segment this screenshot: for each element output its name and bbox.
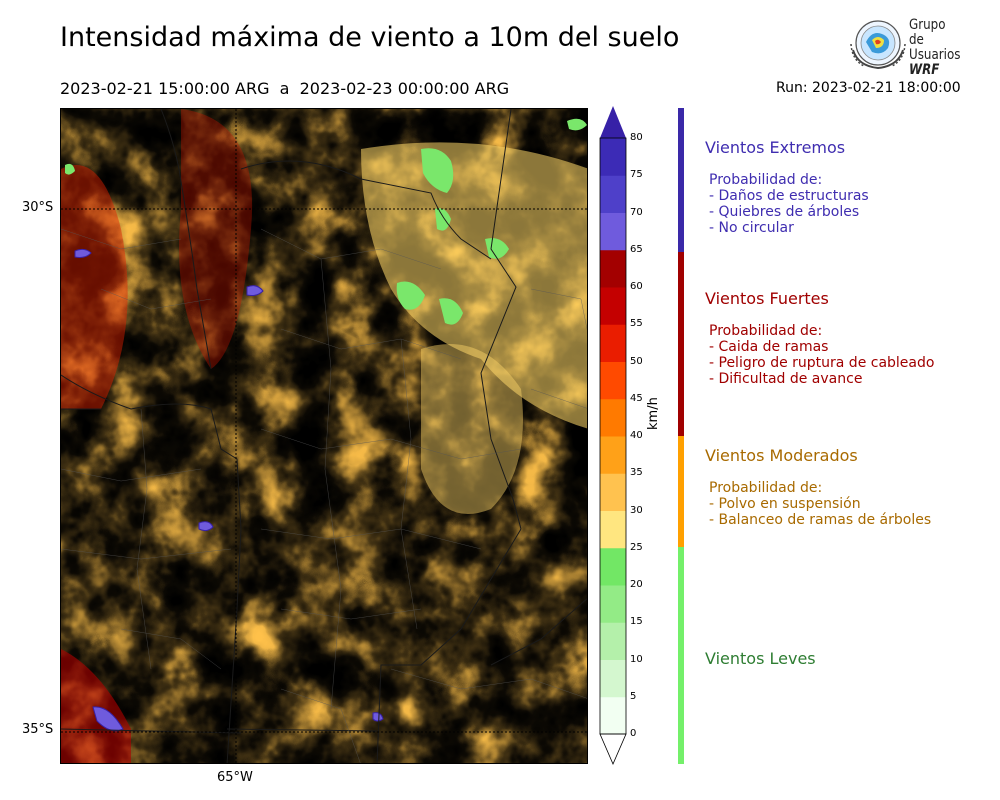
colorbar-tick-label: 0 [630, 728, 637, 739]
colorbar-tick-label: 60 [630, 281, 643, 292]
category-title-fuertes: Vientos Fuertes [705, 289, 829, 308]
category-title-leves: Vientos Leves [705, 649, 816, 668]
colorbar-segment [600, 287, 626, 325]
colorbar-tick-label: 75 [630, 169, 643, 181]
category-title-extremos: Vientos Extremos [705, 138, 846, 157]
colorbar-segment [600, 212, 626, 251]
colorbar-tick-label: 20 [630, 579, 643, 590]
colorbar-segments [600, 138, 626, 735]
category-desc-line: - Dificultad de avance [709, 371, 863, 387]
colorbar-top-arrow [600, 106, 626, 138]
colorbar-segment [600, 398, 626, 437]
colorbar-segment [600, 696, 626, 735]
category-bar-leves [678, 547, 684, 764]
colorbar-segment [600, 473, 626, 511]
colorbar-tick-label: 65 [630, 243, 643, 255]
colorbar-tick-label: 15 [630, 616, 643, 628]
chart-title: Intensidad máxima de viento a 10m del su… [60, 22, 680, 53]
category-desc-line: Probabilidad de: [709, 172, 823, 188]
run-time: Run: 2023-02-21 18:00:00 [776, 80, 961, 96]
colorbar-segment [600, 436, 626, 474]
lat-label-30s: 30°S [22, 200, 54, 215]
category-bar-fuertes [678, 252, 684, 436]
colorbar-bottom-arrow [599, 733, 627, 766]
colorbar-segment [600, 659, 626, 698]
colorbar-segment [600, 249, 626, 288]
colorbar-tick-label: 35 [630, 467, 643, 479]
colorbar-segment [600, 175, 626, 213]
forecast-period: 2023-02-21 15:00:00 ARG a 2023-02-23 00:… [60, 79, 510, 98]
colorbar-segment [600, 361, 626, 400]
category-desc-line: Probabilidad de: [709, 480, 823, 496]
colorbar-tick-label: 40 [630, 430, 643, 441]
colorbar [599, 106, 627, 766]
globe-logo-icon [850, 20, 906, 70]
category-desc-line: - Polvo en suspensión [709, 496, 861, 512]
colorbar-tick-label: 25 [630, 541, 643, 553]
colorbar-segment [600, 510, 626, 549]
colorbar-tick-label: 5 [630, 690, 637, 702]
category-desc-line: Probabilidad de: [709, 323, 823, 339]
category-desc-extremos: Probabilidad de: - Daños de estructuras … [709, 172, 869, 236]
grupo-usuarios-wrf-logo: Grupo de Usuarios WRF [848, 16, 968, 78]
colorbar-tick-label: 45 [630, 392, 643, 404]
category-desc-line: - Quiebres de árboles [709, 204, 860, 220]
colorbar-tick-label: 50 [630, 355, 643, 367]
colorbar-segment [600, 585, 626, 623]
category-bar-moderados [678, 436, 684, 547]
category-desc-moderados: Probabilidad de: - Polvo en suspensión -… [709, 480, 931, 528]
logo-line-1: Grupo de [909, 17, 946, 48]
category-desc-line: - Peligro de ruptura de cableado [709, 355, 935, 371]
colorbar-segment [600, 622, 626, 660]
map-canvas [61, 109, 587, 763]
category-desc-line: - Daños de estructuras [709, 188, 869, 204]
colorbar-segment [600, 324, 626, 362]
category-bar-extremos [678, 108, 684, 252]
colorbar-tick-label: 10 [630, 653, 643, 665]
category-desc-line: - Balanceo de ramas de árboles [709, 512, 932, 528]
colorbar-tick-label: 80 [630, 132, 643, 143]
colorbar-frame [599, 137, 627, 735]
category-desc-line: - No circular [709, 220, 794, 236]
colorbar-tick-label: 55 [630, 318, 643, 330]
colorbar-segment [600, 547, 626, 586]
logo-line-2: Usuarios [909, 47, 961, 63]
colorbar-segment [600, 138, 626, 176]
colorbar-unit: km/h [646, 397, 661, 430]
colorbar-tick-label: 70 [630, 206, 643, 218]
wind-intensity-map [60, 108, 588, 764]
lat-label-35s: 35°S [22, 722, 54, 737]
category-desc-line: - Caida de ramas [709, 339, 829, 355]
logo-text: Grupo de Usuarios WRF [909, 18, 960, 78]
lon-label-65w: 65°W [217, 770, 253, 785]
category-title-moderados: Vientos Moderados [705, 446, 858, 465]
logo-line-3: WRF [909, 62, 940, 78]
category-desc-fuertes: Probabilidad de: - Caida de ramas - Peli… [709, 323, 934, 387]
colorbar-tick-label: 30 [630, 504, 643, 516]
